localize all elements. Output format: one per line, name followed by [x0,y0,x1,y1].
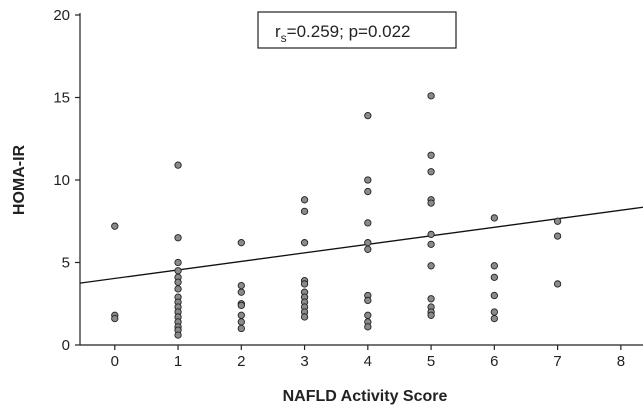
data-point [427,230,435,239]
x-axis-ticks: 0 1 2 3 4 5 6 7 8 [111,345,625,370]
x-tick-label: 1 [174,353,182,370]
data-point [427,168,435,176]
data-point [237,301,245,310]
data-point [427,92,435,100]
data-point [364,219,372,227]
data-point [174,161,182,169]
data-point [490,262,498,270]
x-tick-label: 8 [617,353,625,370]
data-point [364,311,372,319]
data-point [237,281,245,290]
data-point [427,311,435,319]
data-point [237,311,245,319]
annotation-text: rs=0.259; p=0.022 [275,22,411,45]
data-point [237,318,245,326]
x-tick-label: 4 [364,353,372,370]
data-point [111,222,119,230]
y-tick-label: 20 [53,7,70,24]
data-point [364,239,372,247]
data-point [300,239,309,247]
data-point [300,280,309,288]
annotation-r: r [275,22,281,41]
y-axis-ticks: 0 5 10 15 20 [53,7,80,354]
data-point [427,199,435,207]
data-point [364,176,372,184]
data-point [427,240,435,249]
x-tick-label: 0 [111,353,119,370]
y-tick-label: 5 [62,255,70,272]
data-point [553,232,562,240]
data-point [490,273,498,281]
trend-line [79,206,643,284]
data-point [490,308,498,316]
data-point [553,217,562,225]
data-point [364,296,372,305]
data-point [237,324,245,333]
data-point [364,323,372,331]
data-point [364,245,372,253]
x-tick-label: 6 [490,353,498,370]
y-axis-title: HOMA-IR [11,144,28,215]
data-point [490,214,498,222]
data-points [111,92,562,339]
data-point [237,288,245,296]
y-tick-label: 0 [62,337,70,354]
data-point [174,258,182,267]
data-point [490,291,498,300]
data-point [237,239,245,247]
x-tick-label: 3 [300,353,308,370]
data-point [364,187,372,196]
y-tick-label: 15 [53,90,70,107]
data-point [174,331,182,339]
data-point [364,112,372,120]
data-point [174,285,182,293]
data-point [490,314,498,323]
data-point [300,313,309,321]
x-tick-label: 7 [553,353,561,370]
x-tick-label: 5 [427,353,435,370]
y-tick-label: 10 [53,172,70,189]
annotation-subscript: s [281,31,287,45]
data-point [427,295,435,303]
data-point [174,278,182,286]
data-point [111,314,119,323]
data-point [553,280,562,288]
data-point [300,196,309,204]
correlation-annotation: rs=0.259; p=0.022 [257,11,457,49]
data-point [427,262,435,270]
data-point [427,151,435,159]
x-axis-title: NAFLD Activity Score [283,388,448,405]
data-point [174,234,182,242]
x-tick-label: 2 [237,353,245,370]
data-point [174,267,182,275]
data-point [300,207,309,216]
annotation-stats: =0.259; p=0.022 [287,22,411,41]
annotation-box [257,11,457,49]
